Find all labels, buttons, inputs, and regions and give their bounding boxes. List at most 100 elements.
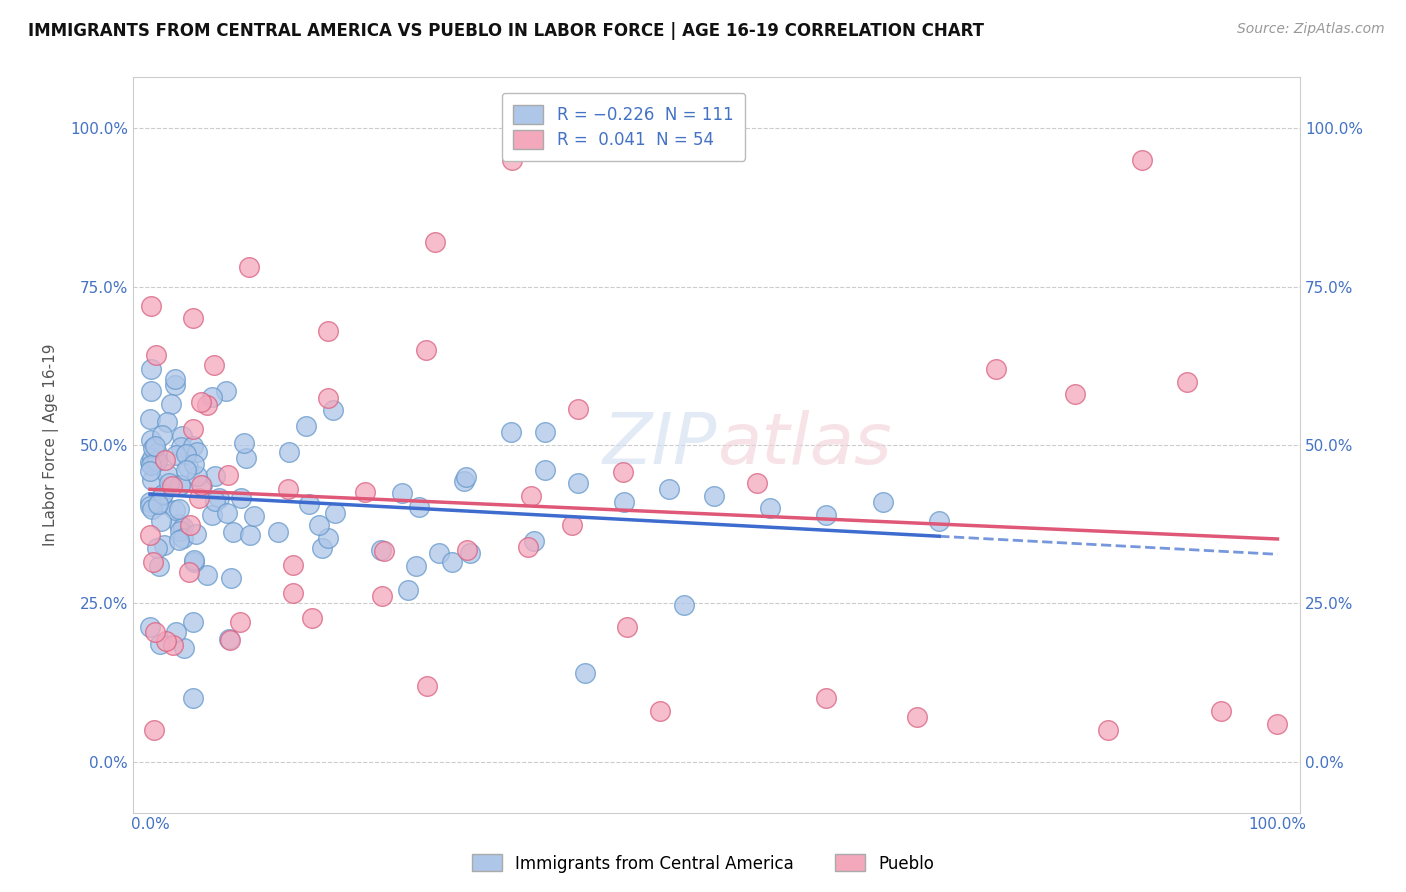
Point bbox=[190, 477, 212, 491]
Point bbox=[458, 546, 481, 560]
Point bbox=[415, 343, 437, 357]
Point bbox=[143, 439, 166, 453]
Point bbox=[1209, 704, 1232, 718]
Point bbox=[181, 422, 204, 436]
Point bbox=[425, 235, 447, 250]
Point bbox=[371, 590, 394, 604]
Point bbox=[146, 446, 169, 460]
Point bbox=[440, 555, 463, 569]
Point bbox=[172, 520, 194, 534]
Point bbox=[612, 465, 634, 479]
Point bbox=[574, 666, 596, 681]
Point bbox=[152, 488, 174, 502]
Point bbox=[139, 455, 162, 469]
Point bbox=[141, 555, 163, 569]
Point bbox=[673, 598, 696, 612]
Point bbox=[231, 491, 253, 505]
Point bbox=[1130, 153, 1153, 167]
Point bbox=[208, 491, 231, 505]
Point bbox=[567, 475, 589, 490]
Point bbox=[190, 395, 212, 409]
Point bbox=[141, 501, 163, 516]
Point bbox=[186, 445, 208, 459]
Point bbox=[176, 447, 198, 461]
Point bbox=[139, 433, 162, 447]
Point bbox=[301, 611, 323, 625]
Point bbox=[561, 518, 583, 533]
Point bbox=[165, 503, 187, 517]
Text: atlas: atlas bbox=[717, 410, 891, 480]
Point bbox=[181, 691, 204, 706]
Point bbox=[177, 565, 200, 579]
Point bbox=[169, 478, 191, 492]
Point bbox=[391, 485, 413, 500]
Point bbox=[188, 491, 211, 505]
Point bbox=[152, 538, 174, 552]
Point bbox=[170, 441, 193, 455]
Point bbox=[172, 532, 194, 546]
Point bbox=[1097, 723, 1119, 738]
Point bbox=[815, 508, 838, 522]
Point bbox=[156, 416, 179, 430]
Point bbox=[148, 497, 170, 511]
Point bbox=[202, 358, 225, 372]
Point bbox=[169, 478, 191, 492]
Point bbox=[323, 506, 346, 520]
Point bbox=[165, 377, 187, 392]
Text: ZIP: ZIP bbox=[602, 410, 717, 480]
Point bbox=[139, 412, 162, 426]
Point bbox=[169, 501, 191, 516]
Point bbox=[612, 495, 634, 509]
Point bbox=[162, 638, 184, 652]
Point bbox=[152, 487, 174, 501]
Point bbox=[155, 634, 177, 648]
Point bbox=[139, 527, 162, 541]
Legend: Immigrants from Central America, Pueblo: Immigrants from Central America, Pueblo bbox=[465, 847, 941, 880]
Y-axis label: In Labor Force | Age 16-19: In Labor Force | Age 16-19 bbox=[44, 343, 59, 546]
Point bbox=[235, 450, 257, 465]
Point bbox=[165, 372, 187, 386]
Point bbox=[759, 501, 782, 516]
Point bbox=[453, 475, 475, 489]
Point bbox=[218, 632, 240, 646]
Point bbox=[872, 495, 894, 509]
Point bbox=[316, 391, 339, 405]
Point bbox=[142, 441, 165, 455]
Point bbox=[150, 427, 173, 442]
Point bbox=[169, 524, 191, 538]
Point bbox=[160, 478, 183, 492]
Point bbox=[204, 469, 226, 483]
Point bbox=[139, 494, 162, 508]
Point bbox=[181, 615, 204, 630]
Point bbox=[219, 571, 242, 585]
Point bbox=[533, 425, 555, 440]
Point bbox=[156, 467, 179, 481]
Point bbox=[172, 429, 194, 443]
Point bbox=[169, 516, 191, 531]
Point bbox=[195, 398, 218, 412]
Point bbox=[145, 348, 167, 362]
Point bbox=[815, 691, 838, 706]
Point bbox=[139, 384, 162, 398]
Point bbox=[177, 459, 200, 474]
Point bbox=[157, 476, 180, 491]
Point bbox=[222, 524, 245, 539]
Point bbox=[183, 555, 205, 569]
Point bbox=[191, 477, 214, 491]
Point bbox=[534, 463, 557, 477]
Point bbox=[1175, 375, 1198, 389]
Point bbox=[456, 543, 478, 558]
Point bbox=[232, 435, 254, 450]
Point bbox=[148, 637, 170, 651]
Point bbox=[143, 625, 166, 640]
Point bbox=[165, 448, 187, 462]
Point bbox=[1267, 716, 1289, 731]
Point bbox=[520, 489, 543, 503]
Point bbox=[139, 362, 162, 376]
Point bbox=[747, 475, 769, 490]
Point bbox=[658, 483, 681, 497]
Point bbox=[267, 524, 290, 539]
Point bbox=[217, 468, 239, 483]
Point bbox=[703, 489, 725, 503]
Point bbox=[204, 493, 226, 508]
